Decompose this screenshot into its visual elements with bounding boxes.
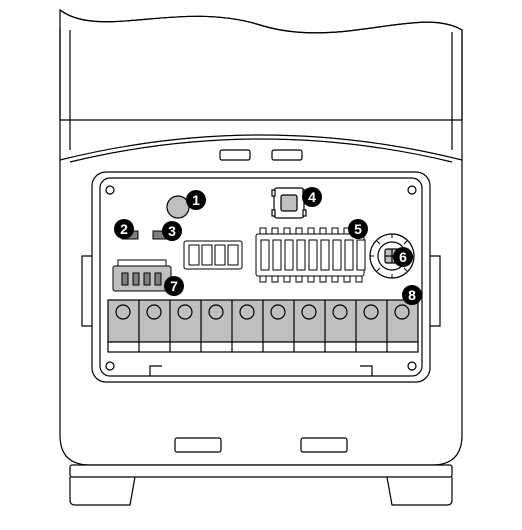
callout-3: 3 <box>162 221 182 241</box>
pushbutton <box>272 188 306 218</box>
dip-switch-large <box>256 228 365 282</box>
svg-text:3: 3 <box>168 223 176 239</box>
device-diagram: 1 2 3 4 5 6 7 8 <box>0 0 522 530</box>
svg-text:4: 4 <box>308 189 316 205</box>
callout-6: 6 <box>393 247 413 267</box>
svg-text:7: 7 <box>170 278 178 294</box>
callout-5: 5 <box>348 219 368 239</box>
svg-text:8: 8 <box>408 287 416 303</box>
svg-text:2: 2 <box>120 221 128 237</box>
callout-8: 8 <box>402 285 422 305</box>
callout-7: 7 <box>164 276 184 296</box>
callout-2: 2 <box>114 219 134 239</box>
status-led-round <box>167 196 189 218</box>
terminal-block <box>108 300 418 352</box>
svg-text:5: 5 <box>354 221 362 237</box>
callout-4: 4 <box>302 187 322 207</box>
svg-text:6: 6 <box>399 249 407 265</box>
pin-header <box>113 260 171 291</box>
svg-text:1: 1 <box>192 192 200 208</box>
callout-1: 1 <box>186 190 206 210</box>
dip-switch-small <box>184 241 242 269</box>
